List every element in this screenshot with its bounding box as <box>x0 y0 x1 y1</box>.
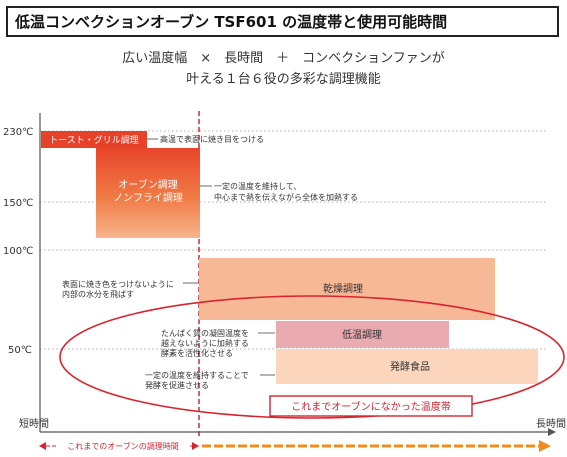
x-start-label: 短時間 <box>19 417 49 430</box>
highlight-label: これまでオーブンになかった温度帯 <box>291 400 450 413</box>
note-fermentation-1: 一定の温度を維持することで <box>145 370 249 380</box>
highlight-label-box <box>269 395 473 417</box>
note-low-temp-1: たんぱく質の凝固温度を <box>161 328 249 338</box>
note-low-temp-3: 酵素を活性化させる <box>161 348 233 358</box>
page-title-text: 低温コンベクションオーブン TSF601 の温度帯と使用可能時間 <box>15 13 448 31</box>
y-tick-50: 50℃ <box>8 345 32 356</box>
x-axis-arrowhead <box>548 428 556 436</box>
subtitle-line-1: 広い温度幅 × 長時間 ＋ コンベクションファンが <box>122 51 445 66</box>
page-title: 低温コンベクションオーブン TSF601 の温度帯と使用可能時間 <box>6 6 559 37</box>
long-time-arrow-head <box>539 440 551 452</box>
band-fermentation-label: 発酵食品 <box>390 360 430 373</box>
conventional-time-label-bg <box>56 440 190 452</box>
band-fermentation <box>276 349 538 384</box>
x-end-label: 長時間 <box>536 418 566 430</box>
band-low-temp-label: 低温調理 <box>342 328 382 341</box>
y-tick-150: 150℃ <box>3 198 33 209</box>
conventional-time-arrow-right-head <box>192 442 199 450</box>
band-toast-grill <box>41 131 147 148</box>
conventional-time-arrow-left-head <box>39 442 46 450</box>
y-tick-100: 100℃ <box>3 246 33 257</box>
note-low-temp-2: 越えないように加熱する <box>161 338 249 348</box>
new-temperature-range-ellipse <box>59 295 565 419</box>
band-low-temp <box>276 321 449 348</box>
y-tick-230: 230℃ <box>3 127 33 138</box>
note-oven-2: 中心まで熱を伝えながら全体を加熱する <box>214 192 358 202</box>
conventional-time-label: これまでのオーブンの調理時間 <box>67 441 179 451</box>
band-oven-label-1: オーブン調理 <box>118 178 177 191</box>
band-drying-label: 乾燥調理 <box>323 282 363 295</box>
note-fermentation-2: 発酵を促進させる <box>145 380 209 390</box>
note-oven-1: 一定の温度を維持して、 <box>214 181 301 191</box>
note-drying-2: 内部の水分を飛ばす <box>62 289 134 299</box>
band-oven-label-2: ノンフライ調理 <box>113 191 183 204</box>
subtitle-line-2: 叶える１台６役の多彩な調理機能 <box>186 72 381 87</box>
note-drying-1: 表面に焼き色をつけないように <box>62 279 174 289</box>
note-toast: 高温で表面に焼き目をつける <box>160 134 264 144</box>
band-oven-nonfry <box>96 148 200 238</box>
band-drying <box>199 258 495 320</box>
band-toast-grill-label: トースト・グリル調理 <box>49 134 139 146</box>
